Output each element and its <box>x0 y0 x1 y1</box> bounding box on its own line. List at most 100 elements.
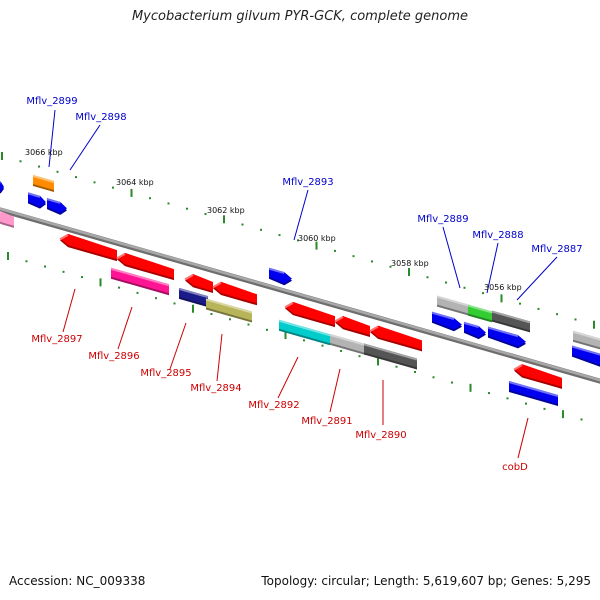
feature-highlight <box>32 175 55 183</box>
feature-highlight <box>110 267 170 287</box>
tick-mark-lower <box>210 312 213 315</box>
feature-reverse <box>59 233 117 262</box>
scale-label: 3056 kbp <box>484 283 522 292</box>
feature-forward <box>467 304 493 323</box>
feature-forward <box>463 321 486 340</box>
feature-body <box>572 345 600 365</box>
gene-label-reverse: Mflv_2894 <box>190 383 241 394</box>
feature-highlight <box>178 287 209 299</box>
feature-highlight <box>278 319 331 337</box>
callout-line-reverse <box>329 368 341 413</box>
callout-line-reverse <box>169 322 187 370</box>
feature-highlight <box>205 298 253 314</box>
tick-mark-lower <box>173 302 176 305</box>
scale-label: 3066 kbp <box>25 148 63 157</box>
tick-mark-lower <box>488 392 490 395</box>
tick-mark-upper <box>38 165 40 168</box>
feature-body <box>468 304 492 321</box>
feature-body <box>213 281 257 304</box>
tick-mark-upper <box>389 265 392 268</box>
feature-forward <box>27 192 46 209</box>
tick-mark-upper <box>149 197 151 200</box>
callout-line-forward <box>486 242 499 294</box>
feature-highlight <box>46 198 61 204</box>
feature-body <box>111 267 169 294</box>
tick-mark-upper <box>112 186 114 189</box>
feature-body <box>330 333 366 354</box>
tick-marks <box>1 152 595 421</box>
tick-mark-lower <box>81 276 83 279</box>
feature-forward <box>0 181 4 194</box>
tick-mark-lower <box>25 260 28 263</box>
gene-label-forward: Mflv_2887 <box>531 244 582 255</box>
tick-mark-lower <box>44 265 46 268</box>
gene-callouts: Mflv_2899 Mflv_2898 Mflv_2893 Mflv_2889 Mflv… <box>26 96 582 473</box>
feature-highlight <box>0 181 1 184</box>
scale-label: 3058 kbp <box>391 259 429 268</box>
tick-mark-upper <box>352 255 355 258</box>
tick-mark-upper <box>334 249 336 252</box>
tick-mark-upper <box>371 260 373 263</box>
tick-mark-upper <box>556 313 558 316</box>
feature-highlight <box>116 253 126 260</box>
tick-mark-lower <box>340 349 342 352</box>
feature-forward <box>436 295 469 316</box>
feature-forward <box>572 330 600 350</box>
map-title: Mycobacterium gilvum PYR-GCK, complete g… <box>131 9 469 24</box>
tick-mark-lower <box>580 418 583 421</box>
feature-highlight <box>491 310 531 324</box>
tick-mark-upper <box>426 276 429 279</box>
feature-reverse <box>178 287 209 308</box>
genome-summary: Topology: circular; Length: 5,619,607 bp… <box>261 574 591 588</box>
feature-body <box>370 325 422 350</box>
tick-mark-upper <box>315 241 318 250</box>
feature-reverse <box>116 252 174 281</box>
callout-line-forward <box>69 124 101 171</box>
tick-mark-lower <box>414 370 416 373</box>
feature-highlight <box>572 330 600 341</box>
tick-mark-upper <box>574 318 577 321</box>
gene-label-forward: Mflv_2899 <box>26 96 77 107</box>
tick-mark-upper <box>130 188 133 197</box>
feature-highlight <box>571 345 600 356</box>
feature-forward <box>0 211 14 228</box>
tick-mark-lower <box>136 291 139 294</box>
tick-mark-upper <box>297 239 299 242</box>
feature-body <box>335 316 370 335</box>
feature-body <box>33 175 54 190</box>
feature-body <box>488 326 526 347</box>
tick-mark-lower <box>506 397 509 400</box>
feature-highlight <box>431 311 455 320</box>
tick-mark-lower <box>525 402 527 405</box>
tick-mark-lower <box>377 357 379 366</box>
tick-mark-upper <box>463 286 466 289</box>
tick-mark-lower <box>562 410 564 419</box>
backbone-line <box>0 207 600 382</box>
callout-line-forward <box>293 189 309 241</box>
feature-body <box>279 319 330 344</box>
gene-label-reverse: cobD <box>502 462 528 473</box>
tick-mark-lower <box>432 376 435 379</box>
callout-line-forward <box>442 226 461 289</box>
feature-highlight <box>284 302 294 309</box>
tick-mark-lower <box>62 270 65 273</box>
feature-body <box>509 381 558 404</box>
scale-labels: 3066 kbp 3064 kbp 3062 kbp 3060 kbp 3058 kbp… <box>25 148 522 292</box>
feature-reverse <box>278 319 331 346</box>
tick-mark-upper <box>75 176 77 179</box>
tick-mark-upper <box>500 294 503 303</box>
tick-mark-lower <box>395 365 398 368</box>
feature-forward <box>32 175 55 192</box>
callout-line-reverse <box>517 417 529 459</box>
feature-highlight <box>212 281 222 289</box>
feature-highlight <box>436 295 469 307</box>
feature-reverse <box>513 364 562 389</box>
tick-mark-upper <box>1 152 3 160</box>
tick-mark-lower <box>229 318 231 321</box>
gene-label-reverse: Mflv_2892 <box>248 400 299 411</box>
gene-label-reverse: Mflv_2891 <box>301 416 352 427</box>
scale-label: 3062 kbp <box>207 206 245 215</box>
tick-mark-lower <box>7 252 9 260</box>
tick-mark-upper <box>260 228 262 231</box>
